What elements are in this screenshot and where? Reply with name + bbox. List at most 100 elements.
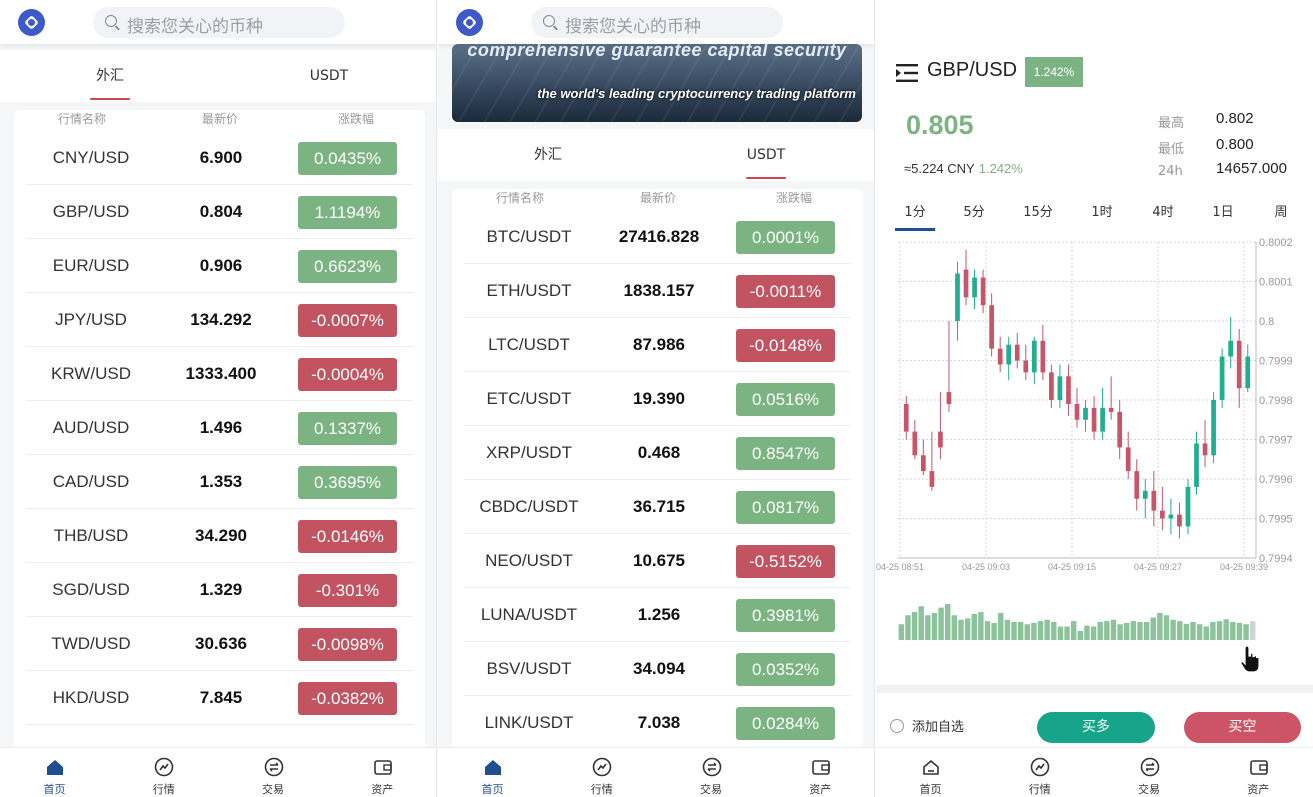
- candle-body: [955, 273, 960, 321]
- change-badge: 1.242%: [1025, 57, 1083, 87]
- tab-forex[interactable]: 外汇: [30, 50, 190, 102]
- nav-exchange[interactable]: 交易: [657, 748, 766, 797]
- nav-home[interactable]: 首页: [438, 748, 547, 797]
- divider: [876, 685, 1313, 693]
- period-tab[interactable]: 1时: [1091, 205, 1113, 220]
- market-row[interactable]: EUR/USD 0.906 0.6623%: [26, 239, 413, 293]
- banner-pattern: [452, 44, 862, 122]
- nav-label: 首页: [919, 783, 942, 796]
- tab-usdt[interactable]: USDT: [309, 68, 349, 84]
- volume-bar: [1090, 626, 1097, 640]
- market-panel-usdt: 搜索您关心的币种 comprehensive guarantee capital…: [438, 0, 875, 797]
- pair-name: TWD/USD: [51, 634, 131, 653]
- menu-icon[interactable]: [896, 62, 920, 84]
- market-row[interactable]: GBP/USD 0.804 1.1194%: [26, 185, 413, 239]
- market-row[interactable]: LTC/USDT 87.986 -0.0148%: [464, 318, 851, 372]
- candle-body: [1194, 443, 1199, 487]
- latest-price: 1.353: [199, 472, 243, 491]
- candle-body: [912, 431, 918, 456]
- y-tick-label: 0.7996: [1259, 474, 1293, 486]
- market-row[interactable]: NEO/USDT 10.675 -0.5152%: [464, 534, 851, 588]
- market-row[interactable]: CBDC/USDT 36.715 0.0817%: [464, 480, 851, 534]
- bottom-nav: 首页 行情 交易 资产: [0, 747, 436, 797]
- wallet-icon: [373, 760, 392, 775]
- add-favorite-toggle[interactable]: 添加自选: [890, 716, 964, 735]
- nav-trend[interactable]: 行情: [547, 748, 656, 797]
- market-row[interactable]: BSV/USDT 34.094 0.0352%: [464, 642, 851, 696]
- market-row[interactable]: AUD/USD 1.496 0.1337%: [26, 401, 413, 455]
- market-row[interactable]: CNY/USD 6.900 0.0435%: [26, 131, 413, 185]
- nav-wallet[interactable]: 资产: [766, 748, 874, 797]
- market-row[interactable]: ETH/USDT 1838.157 -0.0011%: [464, 264, 851, 318]
- market-row[interactable]: LINK/USDT 7.038 0.0284%: [464, 696, 851, 750]
- nav-wallet[interactable]: 资产: [1204, 748, 1313, 797]
- candlestick-chart[interactable]: 0.8002 0.8001 0.8 0.7999 0.7998 0.7997 0.7996 0…: [876, 235, 1313, 675]
- search-input[interactable]: 搜索您关心的币种: [93, 7, 345, 38]
- bottom-nav: 首页 行情 交易 资产: [876, 747, 1313, 797]
- market-panel-forex: 搜索您关心的币种 外汇 USDT 行情名称 最新价 涨跌幅 CNY/USD 6.9…: [0, 0, 437, 797]
- nav-trend[interactable]: 行情: [109, 748, 218, 797]
- nav-label: 交易: [1138, 783, 1160, 796]
- period-tab[interactable]: 周: [1274, 205, 1288, 220]
- market-row[interactable]: BTC/USDT 27416.828 0.0001%: [464, 210, 851, 264]
- pair-name: BSV/USDT: [486, 659, 572, 678]
- volume-bar: [1183, 623, 1190, 640]
- period-tab[interactable]: 15分: [1023, 205, 1053, 220]
- change-badge: 1.1194%: [298, 196, 397, 229]
- latest-price: 1.496: [199, 418, 243, 437]
- volume-bar: [1057, 626, 1064, 640]
- period-tab[interactable]: 1分: [895, 197, 935, 231]
- market-row[interactable]: XRP/USDT 0.468 0.8547%: [464, 426, 851, 480]
- tab-usdt[interactable]: USDT: [686, 129, 846, 181]
- latest-price: 0.468: [637, 443, 681, 462]
- period-tab[interactable]: 4时: [1152, 205, 1174, 220]
- candle-body: [920, 455, 926, 472]
- pair-name: CNY/USD: [52, 148, 130, 167]
- market-row[interactable]: TWD/USD 30.636 -0.0098%: [26, 617, 413, 671]
- exchange-icon: [702, 757, 721, 777]
- volume-bar: [1143, 622, 1150, 640]
- volume-bar: [1230, 622, 1236, 640]
- search-input[interactable]: 搜索您关心的币种: [531, 7, 783, 38]
- candle-body: [1134, 471, 1140, 499]
- pair-name: AUD/USD: [52, 418, 130, 437]
- volume-bar: [918, 606, 924, 640]
- nav-exchange[interactable]: 交易: [1095, 748, 1204, 797]
- banner-headline: comprehensive guarantee capital security: [467, 44, 847, 60]
- market-row[interactable]: CAD/USD 1.353 0.3695%: [26, 455, 413, 509]
- exchange-icon: [264, 757, 283, 777]
- market-row[interactable]: JPY/USD 134.292 -0.0007%: [26, 293, 413, 347]
- market-row[interactable]: KRW/USD 1333.400 -0.0004%: [26, 347, 413, 401]
- hand-cursor-icon: [1240, 645, 1260, 673]
- nav-exchange[interactable]: 交易: [219, 748, 328, 797]
- buy-long-button[interactable]: 买多: [1037, 712, 1155, 743]
- search-icon: [543, 15, 555, 27]
- sell-short-button[interactable]: 买空: [1184, 712, 1301, 743]
- volume-bar: [1084, 625, 1090, 640]
- period-tab[interactable]: 1日: [1212, 205, 1234, 220]
- nav-trend[interactable]: 行情: [985, 748, 1094, 797]
- candle-body: [1151, 490, 1157, 511]
- volume-bar: [964, 618, 971, 640]
- market-row[interactable]: SGD/USD 1.329 -0.301%: [26, 563, 413, 617]
- candle-body: [946, 392, 952, 404]
- pair-name: CAD/USD: [52, 472, 130, 491]
- latest-price: 6.900: [199, 148, 243, 167]
- nav-wallet[interactable]: 资产: [328, 748, 436, 797]
- promo-banner[interactable]: comprehensive guarantee capital security…: [452, 44, 862, 122]
- pair-detail-panel: GBP/USD 1.242% 0.805 ≈5.224 CNY 1.242% 最高…: [876, 0, 1313, 797]
- cny-change: 1.242%: [978, 161, 1023, 176]
- market-row[interactable]: ETC/USDT 19.390 0.0516%: [464, 372, 851, 426]
- volume-bar: [1223, 619, 1229, 640]
- nav-label: 交易: [700, 783, 722, 796]
- market-row[interactable]: HKD/USD 7.845 -0.0382%: [26, 671, 413, 725]
- pair-name: ETH/USDT: [486, 281, 572, 300]
- tab-forex[interactable]: 外汇: [534, 147, 562, 163]
- candle-body: [1108, 407, 1114, 412]
- market-row[interactable]: LUNA/USDT 1.256 0.3981%: [464, 588, 851, 642]
- nav-home[interactable]: 首页: [876, 748, 985, 797]
- latest-price: 19.390: [633, 389, 685, 408]
- period-tab[interactable]: 5分: [963, 205, 985, 220]
- nav-home[interactable]: 首页: [0, 748, 109, 797]
- market-row[interactable]: THB/USD 34.290 -0.0146%: [26, 509, 413, 563]
